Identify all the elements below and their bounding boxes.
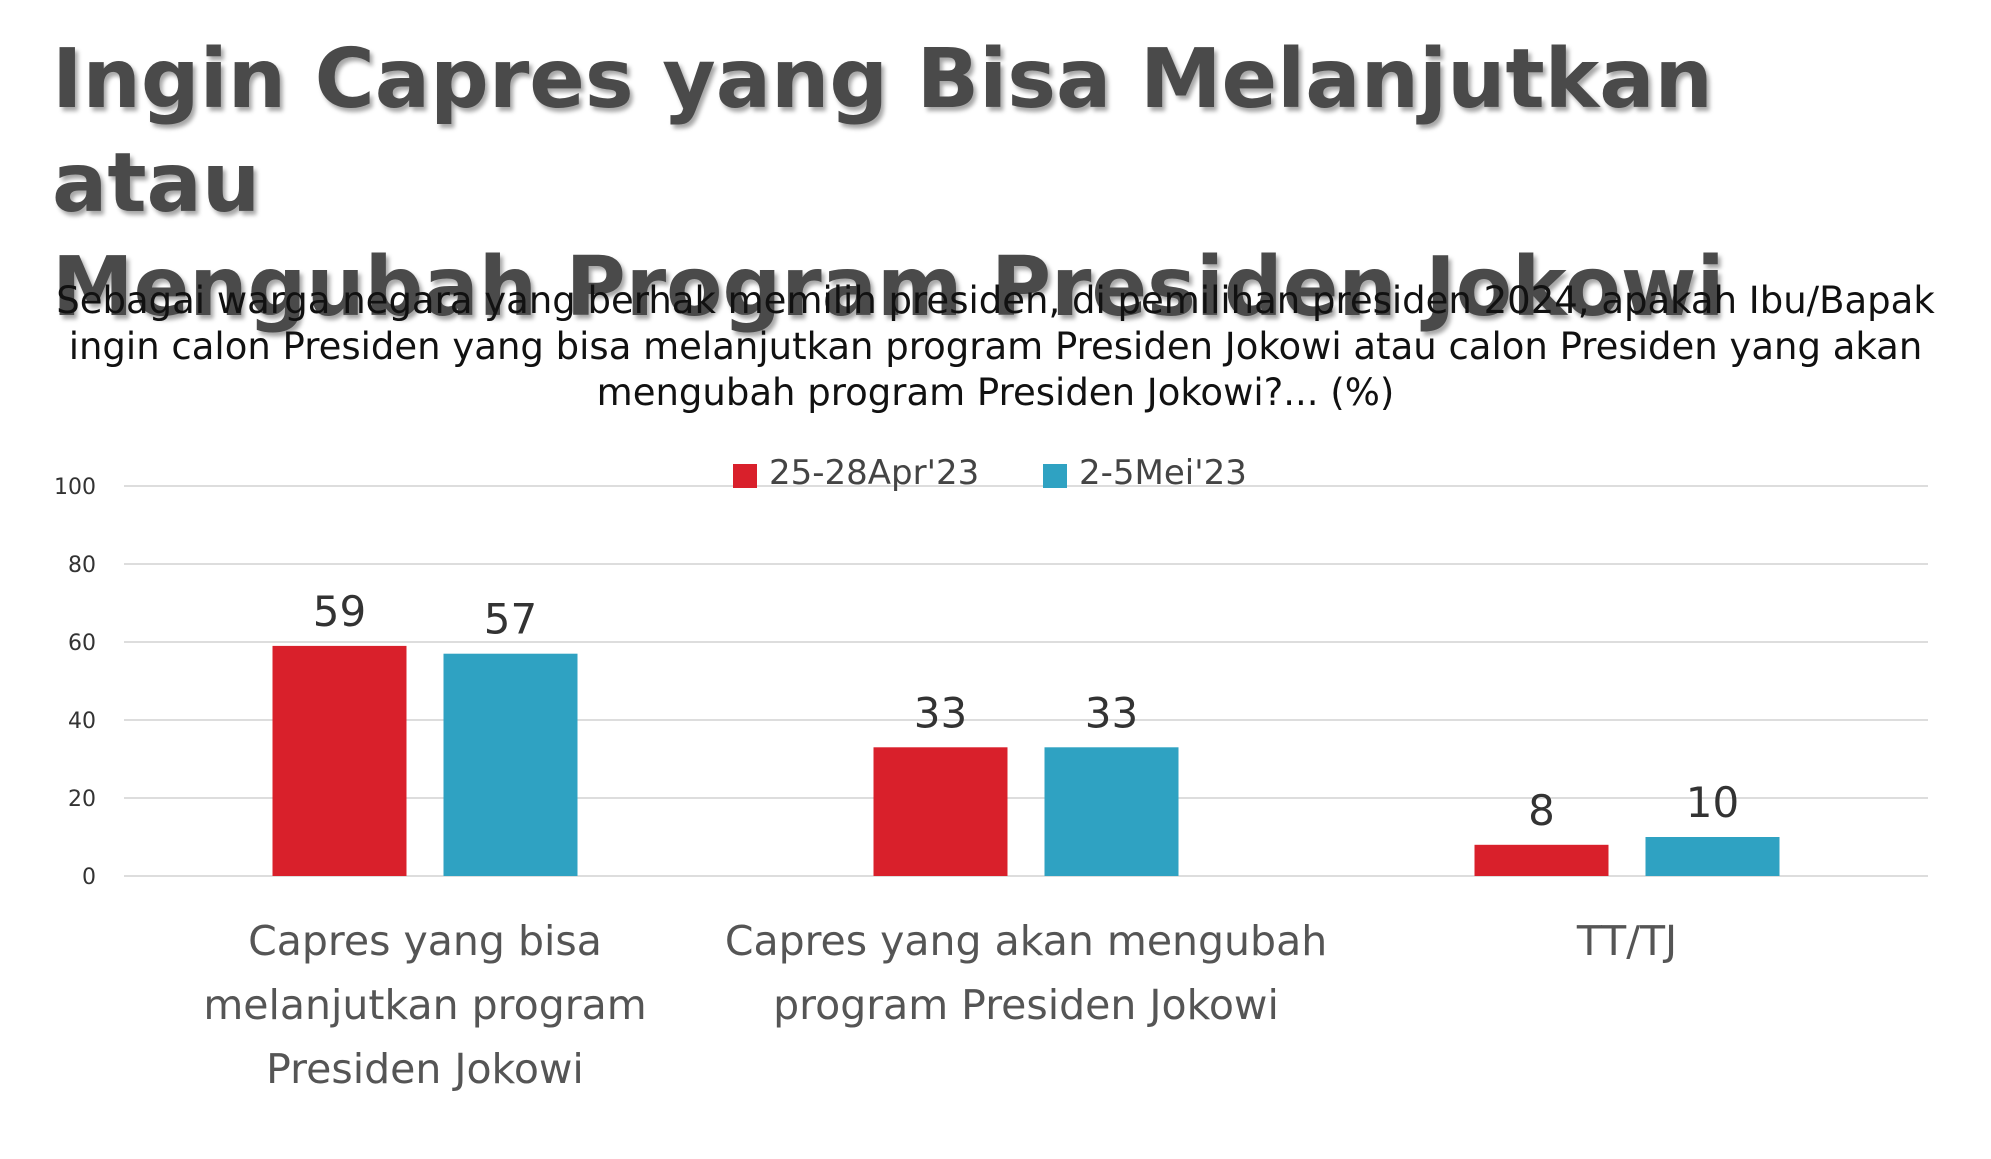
subtitle-line-1: Sebagai warga negara yang berhak memilih… — [56, 279, 1935, 322]
y-tick-label: 40 — [68, 709, 96, 734]
data-label: 57 — [484, 595, 537, 644]
legend-swatch — [733, 464, 757, 488]
subtitle-line-3: mengubah program Presiden Jokowi?... (%) — [596, 371, 1395, 414]
x-category-label: Capres yang bisa — [248, 917, 602, 965]
chart-title-line-2: Mengubah Program Presiden Jokowi — [52, 240, 1725, 335]
bar — [1044, 747, 1179, 876]
x-category-label: TT/TJ — [1576, 917, 1677, 965]
data-label: 10 — [1686, 778, 1739, 827]
x-category-label: melanjutkan program — [203, 981, 646, 1029]
x-category-label: Presiden Jokowi — [266, 1045, 584, 1093]
chart-subtitle: Sebagai warga negara yang berhak memilih… — [0, 278, 1991, 416]
subtitle-line-2: ingin calon Presiden yang bisa melanjutk… — [68, 325, 1923, 368]
x-category-label: program Presiden Jokowi — [773, 981, 1279, 1029]
y-tick-label: 60 — [68, 631, 96, 656]
x-category-label: Capres yang akan mengubah — [725, 917, 1327, 965]
bar — [1474, 844, 1609, 876]
chart-title: Ingin Capres yang Bisa Melanjutkan atau … — [52, 28, 1932, 340]
bar-chart: 0 20 40 60 80 100 59 33 8 57 33 10 Capres yang bisa m… — [54, 453, 1928, 1093]
y-tick-label: 80 — [68, 553, 96, 578]
bar — [873, 747, 1008, 876]
legend-label: 25-28Apr'23 — [769, 453, 979, 493]
data-label: 33 — [914, 688, 967, 737]
bar — [1645, 837, 1780, 876]
y-tick-label: 100 — [54, 475, 96, 500]
data-label: 33 — [1085, 688, 1138, 737]
y-tick-label: 0 — [82, 865, 96, 890]
legend-label: 2-5Mei'23 — [1079, 453, 1247, 493]
y-tick-label: 20 — [68, 787, 96, 812]
bar — [443, 653, 578, 876]
data-label: 8 — [1528, 786, 1555, 835]
data-label: 59 — [313, 587, 366, 636]
chart-title-line-1: Ingin Capres yang Bisa Melanjutkan atau — [52, 32, 1713, 231]
bar — [272, 645, 407, 876]
legend-swatch — [1043, 464, 1067, 488]
